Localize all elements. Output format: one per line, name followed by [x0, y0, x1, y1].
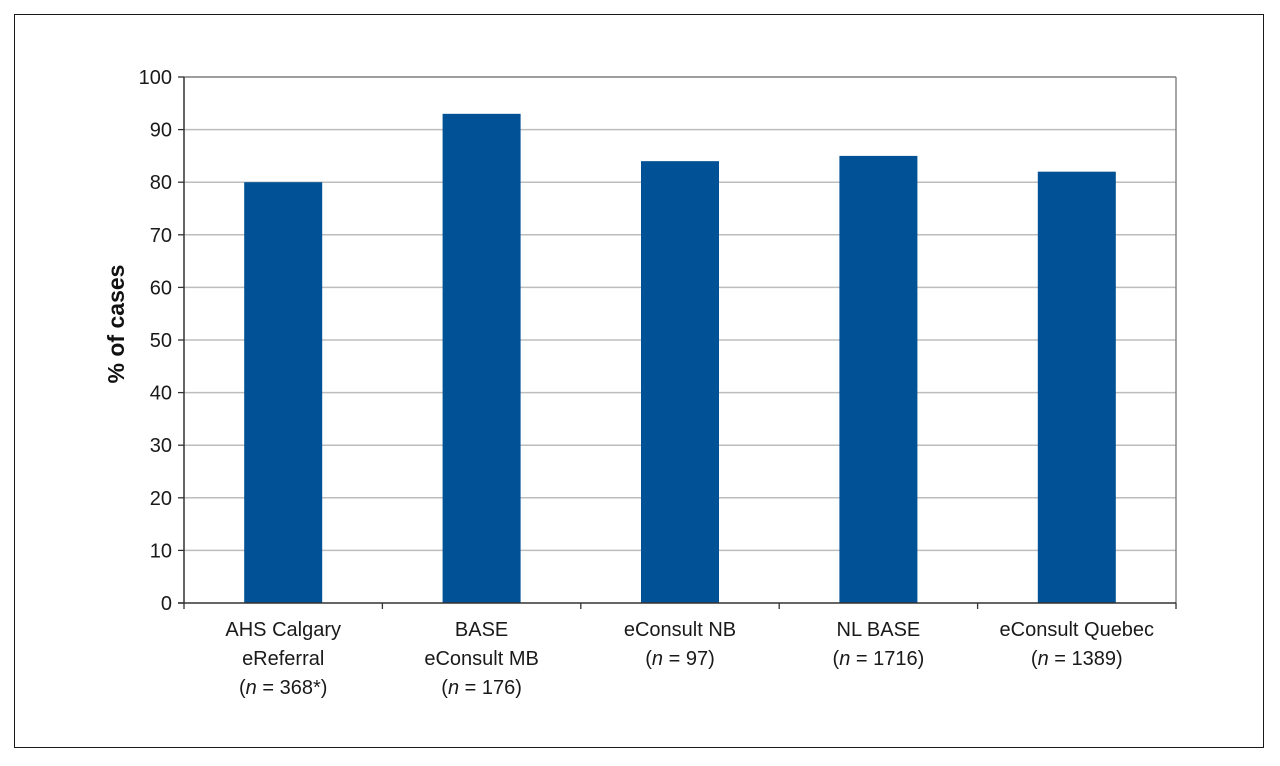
y-tick-label: 80	[150, 172, 172, 194]
x-category-label-line: (n = 1389)	[1031, 648, 1123, 670]
x-category-label-line: (n = 368*)	[239, 677, 327, 699]
bar	[442, 113, 521, 603]
n-symbol: n	[839, 648, 850, 670]
bar	[244, 182, 323, 603]
y-tick-labels: 0 10 20 30 40 50 60 70 80 90 100	[139, 67, 172, 615]
x-category-label: eConsult NB (n = 97)	[624, 619, 736, 670]
bar	[839, 155, 918, 603]
bars	[244, 113, 1116, 603]
y-tick-label: 30	[150, 435, 172, 457]
x-category-label-line: (n = 97)	[645, 648, 715, 670]
n-symbol: n	[1038, 648, 1049, 670]
y-axis-label: % of cases	[103, 265, 129, 384]
x-category-label-line: AHS Calgary	[225, 619, 341, 641]
x-category-label-line: eConsult NB	[624, 619, 736, 641]
n-symbol: n	[652, 648, 663, 670]
x-category-label-line: (n = 1716)	[833, 648, 925, 670]
x-category-label: eConsult Quebec (n = 1389)	[1000, 619, 1155, 670]
y-tick-label: 100	[139, 67, 172, 89]
figure-frame	[14, 14, 1264, 748]
x-category-label-line: eConsult Quebec	[1000, 619, 1155, 641]
bar	[641, 161, 719, 603]
x-category-labels: AHS Calgary eReferral (n = 368*) BASE eConsu…	[225, 619, 1154, 699]
x-category-label: BASE eConsult MB (n = 176)	[424, 619, 539, 699]
y-tick-label: 70	[150, 225, 172, 247]
n-symbol: n	[246, 677, 257, 699]
y-tick-label: 40	[150, 383, 172, 405]
y-tick-label: 10	[150, 540, 172, 562]
y-tick-label: 90	[150, 120, 172, 142]
x-category-label-line: eReferral	[242, 648, 324, 670]
x-category-label-line: NL BASE	[837, 619, 921, 641]
y-tick-label: 60	[150, 277, 172, 299]
x-category-label-line: (n = 176)	[441, 677, 522, 699]
x-category-label-line: BASE	[455, 619, 508, 641]
x-category-label-line: eConsult MB	[424, 648, 539, 670]
y-tick-label: 0	[161, 593, 172, 615]
y-tick-label: 50	[150, 330, 172, 352]
x-category-label: NL BASE (n = 1716)	[833, 619, 925, 670]
bar	[1037, 171, 1116, 603]
x-category-label: AHS Calgary eReferral (n = 368*)	[225, 619, 341, 699]
n-symbol: n	[448, 677, 459, 699]
axes	[178, 76, 1177, 609]
y-tick-label: 20	[150, 488, 172, 510]
